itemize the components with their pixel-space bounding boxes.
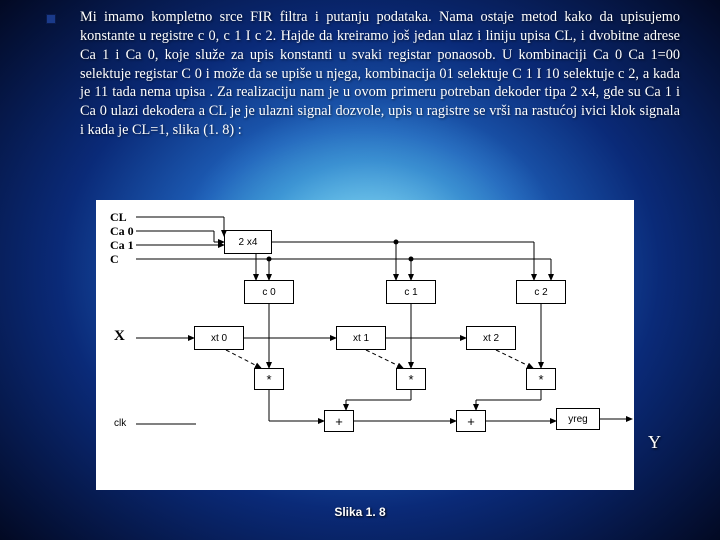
figure-caption: Slika 1. 8: [0, 505, 720, 519]
label-y: Y: [648, 432, 661, 453]
bullet-marker: [46, 14, 56, 24]
body-paragraph: Mi imamo kompletno srce FIR filtra i put…: [80, 8, 680, 140]
wiring-svg: [96, 200, 634, 490]
fir-diagram: CL Ca 0 Ca 1 C X clk 2 x4 c 0 c 1 c 2 xt…: [96, 200, 634, 490]
